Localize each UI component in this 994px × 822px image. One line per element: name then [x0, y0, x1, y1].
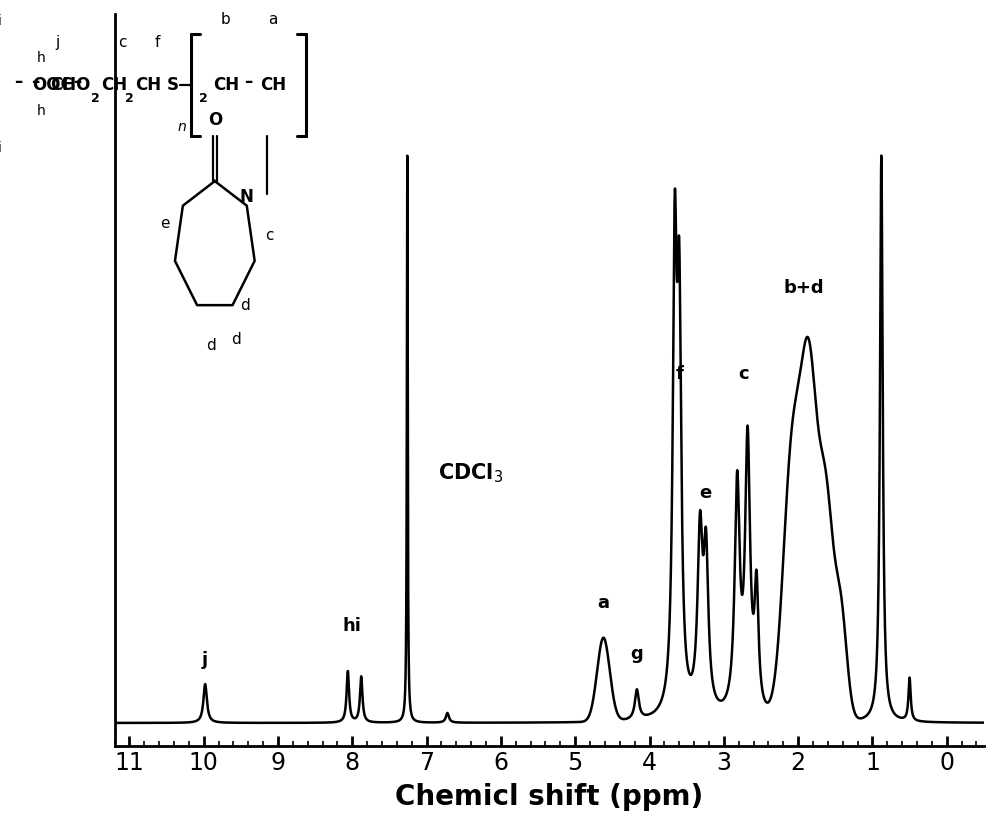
Text: 2: 2 [125, 92, 133, 105]
Text: N: N [240, 188, 253, 206]
Text: e: e [160, 216, 170, 231]
Text: –: – [74, 73, 82, 90]
Text: c: c [264, 228, 273, 242]
Text: CH: CH [135, 76, 162, 94]
Text: f: f [155, 35, 160, 49]
Text: n: n [178, 120, 186, 134]
Text: CHO: CHO [50, 76, 90, 94]
Text: CH: CH [213, 76, 239, 94]
Text: i: i [0, 141, 2, 155]
Text: a: a [267, 12, 277, 27]
X-axis label: Chemicl shift (ppm): Chemicl shift (ppm) [395, 783, 703, 810]
Text: –: – [244, 73, 252, 90]
Text: hi: hi [343, 617, 362, 635]
Text: h: h [37, 104, 45, 118]
Text: CH: CH [101, 76, 127, 94]
Text: S: S [166, 76, 178, 94]
Text: 2: 2 [199, 92, 208, 105]
Text: e: e [699, 483, 711, 501]
Text: d: d [206, 338, 216, 353]
Text: j: j [202, 651, 208, 669]
Text: b+d: b+d [783, 279, 824, 298]
Text: i: i [0, 14, 2, 28]
Text: CH: CH [259, 76, 285, 94]
Text: –: – [14, 73, 22, 90]
Text: g: g [630, 645, 642, 663]
Text: d: d [240, 298, 249, 313]
Text: CDCl$_3$: CDCl$_3$ [437, 461, 503, 485]
Text: j: j [56, 35, 60, 49]
Text: c: c [738, 364, 747, 382]
Text: c: c [117, 35, 126, 49]
Text: h: h [37, 51, 45, 65]
Text: –: – [32, 73, 40, 90]
Text: 2: 2 [90, 92, 99, 105]
Text: d: d [231, 332, 241, 348]
Text: OOC: OOC [32, 76, 73, 94]
Text: b: b [221, 12, 231, 27]
Text: O: O [208, 111, 222, 129]
Text: f: f [675, 364, 683, 382]
Text: a: a [596, 594, 609, 612]
